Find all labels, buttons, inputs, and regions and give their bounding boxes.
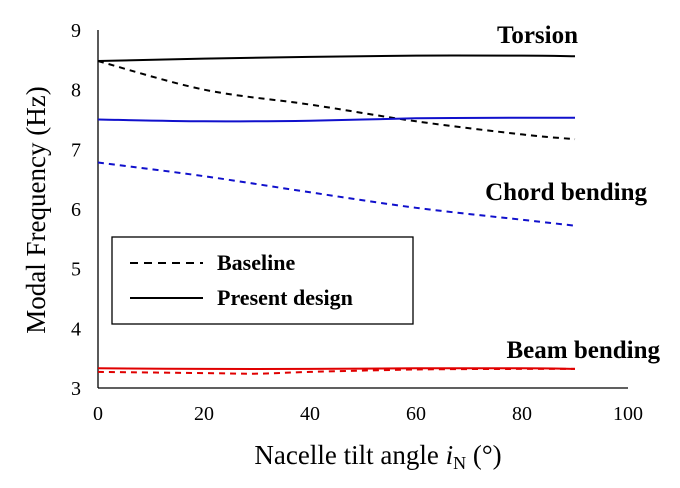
x-tick-label: 100: [613, 403, 643, 425]
series-line-torsion-baseline: [97, 60, 576, 141]
tick-labels: 0 20 40 60 80 100 3 4 5 6 7 8 9: [71, 20, 643, 425]
x-axis-title: Nacelle tilt angle iN (°): [254, 440, 501, 473]
series-line-torsion-present-design: [97, 54, 576, 63]
series-line-chord-bending-baseline: [97, 161, 576, 227]
legend-label-present-design: Present design: [217, 285, 353, 310]
y-tick-label: 7: [71, 139, 81, 161]
x-tick-label: 60: [406, 403, 426, 425]
y-tick-label: 3: [71, 378, 81, 400]
x-tick-label: 80: [512, 403, 532, 425]
y-tick-label: 4: [71, 318, 81, 340]
x-tick-label: 0: [93, 403, 103, 425]
x-tick-label: 40: [300, 403, 320, 425]
axes: [97, 30, 628, 389]
y-tick-label: 9: [71, 20, 81, 42]
x-axis-title-symbol: i: [446, 440, 454, 470]
annotation-torsion: Torsion: [497, 22, 578, 49]
x-tick-label: 20: [194, 403, 214, 425]
y-axis-title: Modal Frequency (Hz): [21, 86, 51, 333]
y-tick-label: 8: [71, 80, 81, 102]
legend-label-baseline: Baseline: [217, 250, 295, 275]
y-tick-label: 5: [71, 259, 81, 281]
legend: Baseline Present design: [111, 236, 414, 325]
series-lines: [97, 54, 576, 375]
series-line-beam-bending-present-design: [97, 367, 576, 370]
x-axis-title-main: Nacelle tilt angle: [254, 440, 445, 470]
x-axis-title-subscript: N: [453, 453, 466, 473]
annotation-chord-bending: Chord bending: [485, 179, 647, 206]
x-axis-title-unit: (°): [466, 440, 502, 470]
series-line-chord-bending-present-design: [97, 116, 576, 123]
y-tick-label: 6: [71, 199, 81, 221]
annotation-beam-bending: Beam bending: [506, 337, 660, 364]
legend-box: [111, 236, 414, 325]
